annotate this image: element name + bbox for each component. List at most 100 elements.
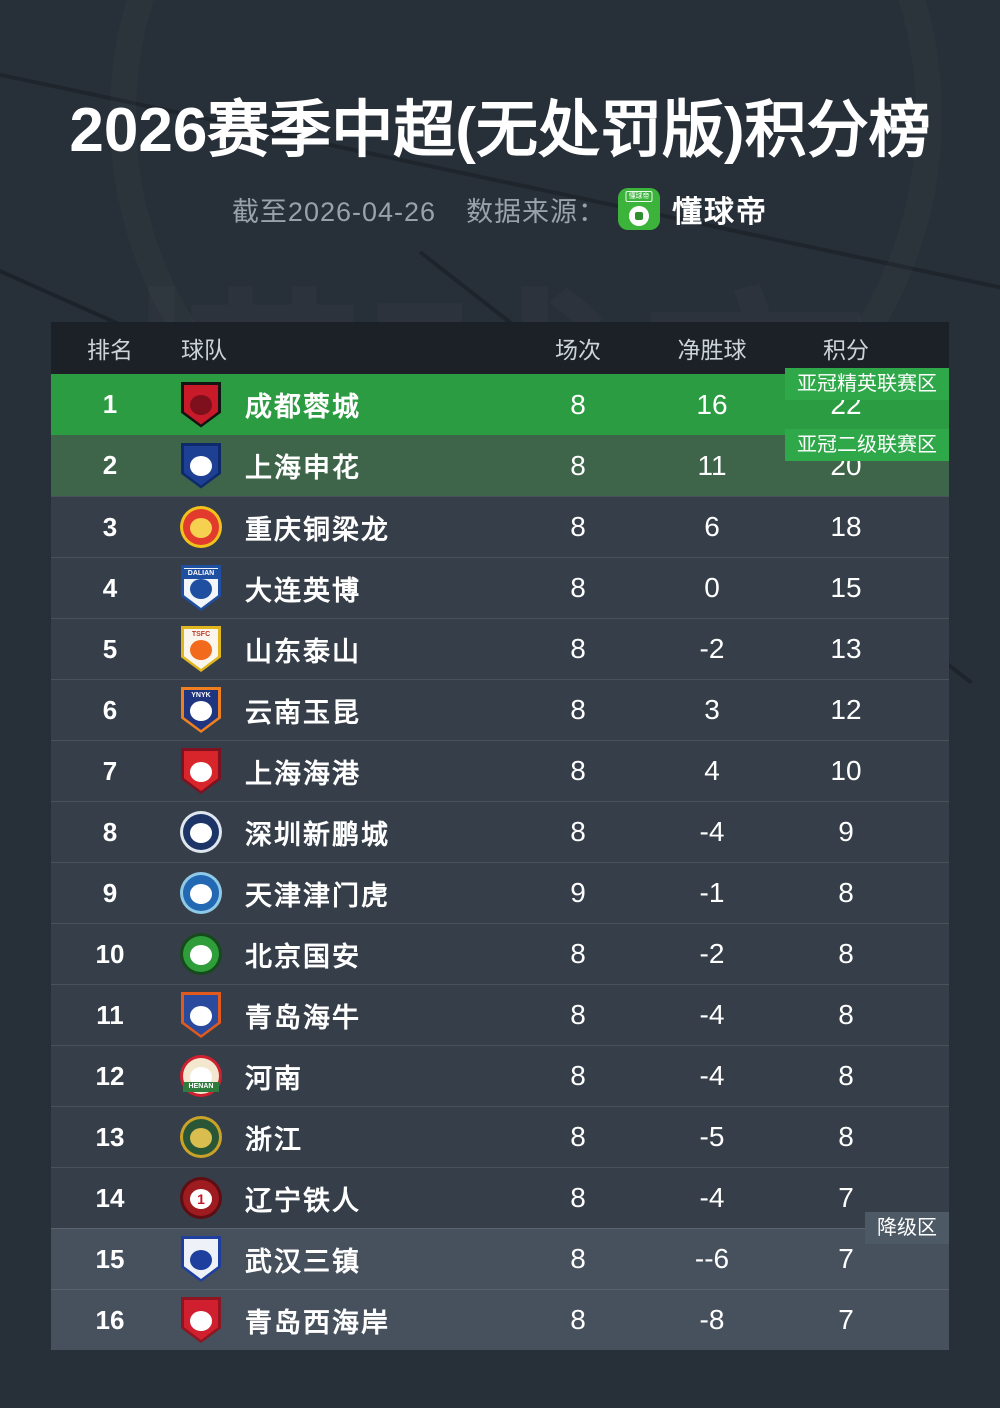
goal-difference-cell: --6 [694, 1243, 730, 1274]
points-cell: 8 [838, 1121, 854, 1152]
qingdao-west-coast-crest-icon [181, 1297, 221, 1343]
team-crest-cell [169, 1236, 233, 1282]
header-team: 球队 [181, 337, 227, 363]
team-crest-cell [169, 748, 233, 794]
zone-badge-relegation: 降级区 [865, 1212, 949, 1244]
team-name: 浙江 [245, 1124, 303, 1155]
team-name: 上海申花 [245, 453, 361, 483]
shanghai-port-crest-icon [181, 748, 221, 794]
points-cell: 7 [838, 1304, 854, 1335]
team-crest-cell [169, 381, 233, 428]
team-crest-cell [169, 1116, 233, 1158]
rank-cell: 13 [95, 1121, 125, 1152]
table-row: 16 青岛西海岸 8 -8 7 [51, 1289, 949, 1350]
zhejiang-crest-icon [180, 1116, 222, 1158]
team-name: 青岛西海岸 [245, 1307, 390, 1338]
played-cell: 8 [570, 999, 586, 1030]
goal-difference-cell: -1 [699, 877, 725, 908]
liaoning-tieren-crest-icon: 1 [180, 1177, 222, 1219]
header-rank: 排名 [87, 337, 133, 363]
team-name: 青岛海牛 [245, 1002, 361, 1033]
team-name: 深圳新鹏城 [245, 819, 390, 850]
source-name: 懂球帝 [672, 196, 769, 230]
points-cell: 12 [830, 694, 862, 725]
points-cell: 15 [830, 572, 862, 603]
header-points: 积分 [823, 337, 869, 363]
played-cell: 8 [570, 694, 586, 725]
table-row: 11 青岛海牛 8 -4 8 [51, 984, 949, 1045]
points-cell: 8 [838, 1060, 854, 1091]
football-icon [629, 206, 650, 227]
yunnan-yukun-crest-icon: YNYK [181, 687, 221, 733]
goal-difference-cell: -4 [699, 1182, 725, 1213]
team-crest-cell: DALIAN [169, 565, 233, 611]
played-cell: 8 [570, 938, 586, 969]
team-name: 重庆铜梁龙 [245, 514, 390, 545]
points-cell: 10 [830, 755, 862, 786]
team-name: 武汉三镇 [245, 1246, 361, 1277]
team-name: 山东泰山 [245, 636, 361, 667]
team-name: 辽宁铁人 [245, 1185, 361, 1216]
table-row: 12 HENAN 河南 8 -4 8 [51, 1045, 949, 1106]
table-row: 6 YNYK 云南玉昆 8 3 12 [51, 679, 949, 740]
points-cell: 18 [830, 511, 862, 542]
qingdao-hainiu-crest-icon [181, 992, 221, 1038]
table-row: 8 深圳新鹏城 8 -4 9 [51, 801, 949, 862]
played-cell: 8 [570, 633, 586, 664]
played-cell: 8 [570, 755, 586, 786]
team-crest-cell: TSFC [169, 626, 233, 672]
goal-difference-cell: -5 [699, 1121, 725, 1152]
goal-difference-cell: 4 [704, 755, 720, 786]
dongqiudi-mini-text: 懂球帝 [625, 191, 653, 203]
team-name: 成都蓉城 [245, 392, 361, 422]
team-name: 上海海港 [245, 758, 361, 789]
goal-difference-cell: 3 [704, 694, 720, 725]
played-cell: 8 [570, 1304, 586, 1335]
team-crest-cell [169, 933, 233, 975]
points-cell: 8 [838, 877, 854, 908]
header-played: 场次 [555, 337, 601, 363]
goal-difference-cell: 0 [704, 572, 720, 603]
team-name: 河南 [245, 1063, 303, 1094]
team-crest-cell [169, 992, 233, 1038]
team-crest-cell [169, 811, 233, 853]
rank-cell: 12 [95, 1060, 125, 1091]
goal-difference-cell: 11 [697, 449, 727, 481]
points-cell: 8 [838, 999, 854, 1030]
team-crest-cell [169, 1297, 233, 1343]
team-crest-cell [169, 442, 233, 489]
rank-cell: 7 [102, 755, 118, 786]
goal-difference-cell: -8 [699, 1304, 725, 1335]
goal-difference-cell: -4 [699, 1060, 725, 1091]
standings-table: 排名 球队 场次 净胜球 积分 1 成都蓉城 8 16 22 2 上海申花 8 11 20 3 重庆铜… [51, 322, 949, 1350]
points-cell: 7 [838, 1182, 854, 1213]
rank-cell: 15 [95, 1243, 125, 1274]
table-header-row: 排名 球队 场次 净胜球 积分 [51, 322, 949, 374]
rank-cell: 16 [95, 1304, 125, 1335]
table-row: 3 重庆铜梁龙 8 6 18 [51, 496, 949, 557]
played-cell: 8 [570, 1060, 586, 1091]
table-row: 7 上海海港 8 4 10 [51, 740, 949, 801]
team-crest-cell [169, 506, 233, 548]
played-cell: 8 [570, 511, 586, 542]
team-crest-cell: YNYK [169, 687, 233, 733]
dalian-yingbo-crest-icon: DALIAN [181, 565, 221, 611]
table-row: 14 1 辽宁铁人 8 -4 7 [51, 1167, 949, 1228]
points-cell: 8 [838, 938, 854, 969]
points-cell: 7 [838, 1243, 854, 1274]
team-crest-cell [169, 872, 233, 914]
goal-difference-cell: -4 [699, 816, 725, 847]
played-cell: 8 [570, 449, 586, 481]
standings-table-body: 1 成都蓉城 8 16 22 2 上海申花 8 11 20 3 重庆铜梁龙 8 6 18 4 DALIAN 大连英… [51, 374, 949, 1350]
played-cell: 8 [570, 572, 586, 603]
rank-cell: 2 [102, 450, 118, 480]
beijing-guoan-crest-icon [180, 933, 222, 975]
played-cell: 8 [570, 1243, 586, 1274]
chengdu-rongcheng-crest-icon [181, 381, 221, 428]
rank-cell: 6 [102, 694, 118, 725]
zone-badge-afc-elite: 亚冠精英联赛区 [785, 368, 949, 400]
chongqing-tongliang-long-crest-icon [180, 506, 222, 548]
goal-difference-cell: -2 [699, 938, 725, 969]
played-cell: 8 [570, 388, 586, 420]
